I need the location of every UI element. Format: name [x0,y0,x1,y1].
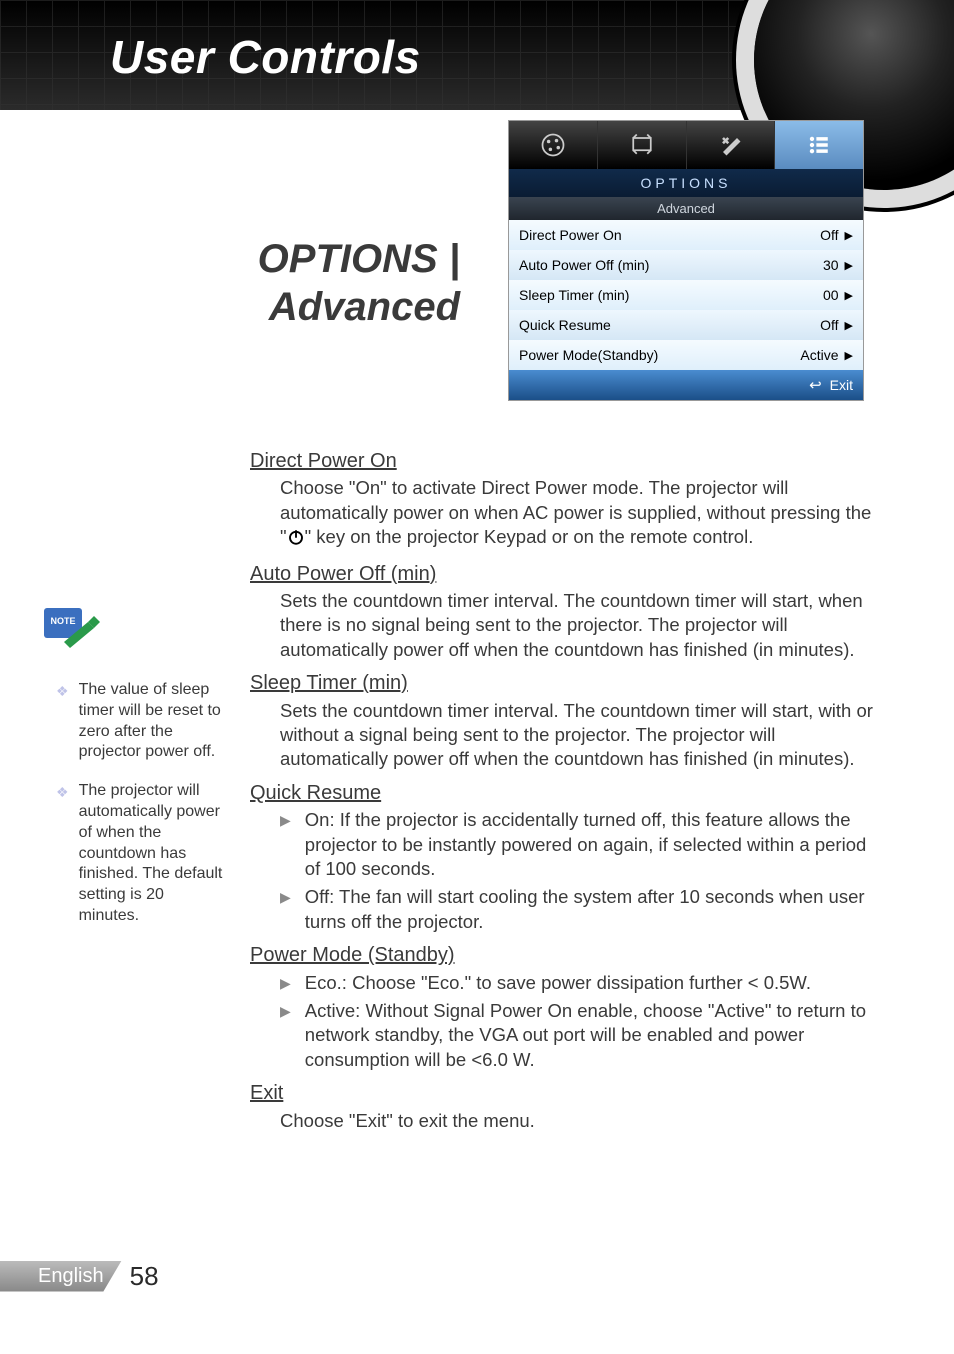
tools-icon [715,131,745,159]
bullet-item: ▶ Eco.: Choose "Eco." to save power dissi… [280,971,880,995]
osd-row-label: Power Mode(Standby) [519,347,658,363]
note-badge: NOTE [44,608,100,652]
osd-row-power-mode[interactable]: Power Mode(Standby) Active ▶ [509,340,863,370]
osd-tab-display[interactable] [598,121,687,169]
diamond-bullet-icon: ❖ [56,781,69,927]
footer-page-number: 58 [130,1261,159,1292]
diamond-bullet-icon: ❖ [56,680,69,763]
note-item: ❖ The value of sleep timer will be reset… [56,680,228,763]
section-title-line1: OPTIONS | [120,235,460,283]
para-text-b: " key on the projector Keypad or on the … [305,526,754,547]
osd-row-value: Active [800,347,838,363]
page: User Controls OPTIONS | Advanced OPTIONS… [0,0,954,1354]
osd-rows: Direct Power On Off ▶ Auto Power Off (min… [509,220,863,370]
chevron-right-icon: ▶ [845,259,853,272]
chevron-right-icon: ▶ [845,319,853,332]
header-bar: User Controls [0,0,954,110]
triangle-bullet-icon: ▶ [280,808,291,881]
triangle-bullet-icon: ▶ [280,999,291,1072]
osd-row-label: Auto Power Off (min) [519,257,649,273]
heading-auto-power-off: Auto Power Off (min) [250,561,880,587]
chevron-right-icon: ▶ [845,229,853,242]
osd-tab-image[interactable] [509,121,598,169]
note-text: The projector will automatically power o… [79,781,228,927]
section-title-line2: Advanced [120,283,460,331]
osd-tabs [509,121,863,169]
sidebar-notes: ❖ The value of sleep timer will be reset… [56,680,228,945]
heading-exit: Exit [250,1080,880,1106]
svg-text:NOTE: NOTE [50,616,75,626]
bullet-text: Eco.: Choose "Eco." to save power dissip… [305,971,811,995]
para-direct-power-on: Choose "On" to activate Direct Power mod… [280,476,880,552]
bullet-item: ▶ Off: The fan will start cooling the sys… [280,885,880,934]
palette-icon [538,131,568,159]
osd-row-value: Off [820,317,838,333]
osd-tab-options[interactable] [775,121,863,169]
power-icon [287,528,305,552]
osd-subtitle: Advanced [509,197,863,220]
osd-exit-row[interactable]: ↩ Exit [509,370,863,400]
bullet-text: Active: Without Signal Power On enable, … [305,999,880,1072]
heading-sleep-timer: Sleep Timer (min) [250,670,880,696]
bullets-power-mode: ▶ Eco.: Choose "Eco." to save power dissi… [280,971,880,1073]
osd-title: OPTIONS [509,169,863,197]
list-icon [804,131,834,159]
footer: English 58 [0,1258,159,1294]
triangle-bullet-icon: ▶ [280,885,291,934]
bullet-item: ▶Active: Without Signal Power On enable,… [280,999,880,1072]
note-item: ❖ The projector will automatically power… [56,781,228,927]
heading-direct-power-on: Direct Power On [250,448,880,474]
note-text: The value of sleep timer will be reset t… [79,680,228,763]
osd-row-quick-resume[interactable]: Quick Resume Off ▶ [509,310,863,340]
heading-quick-resume: Quick Resume [250,780,880,806]
bullets-quick-resume: ▶On: If the projector is accidentally tu… [280,808,880,934]
bullet-text: On: If the projector is accidentally tur… [305,808,880,881]
back-arrow-icon: ↩ [809,376,822,394]
osd-row-label: Direct Power On [519,227,622,243]
triangle-bullet-icon: ▶ [280,971,291,995]
osd-row-value: Off [820,227,838,243]
header-title: User Controls [110,30,421,84]
heading-power-mode: Power Mode (Standby) [250,942,880,968]
section-title: OPTIONS | Advanced [120,235,460,331]
osd-exit-label: Exit [830,377,853,393]
para-sleep-timer: Sets the countdown timer interval. The c… [280,699,880,772]
chevron-right-icon: ▶ [845,289,853,302]
osd-tab-setup[interactable] [687,121,776,169]
para-exit: Choose "Exit" to exit the menu. [280,1109,880,1133]
osd-row-value: 00 [823,287,839,303]
osd-row-auto-power-off[interactable]: Auto Power Off (min) 30 ▶ [509,250,863,280]
screen-icon [627,131,657,159]
content-body: Direct Power On Choose "On" to activate … [250,440,880,1139]
osd-row-label: Sleep Timer (min) [519,287,629,303]
osd-menu: OPTIONS Advanced Direct Power On Off ▶ Au… [508,120,864,401]
osd-row-sleep-timer[interactable]: Sleep Timer (min) 00 ▶ [509,280,863,310]
chevron-right-icon: ▶ [845,349,853,362]
osd-row-direct-power-on[interactable]: Direct Power On Off ▶ [509,220,863,250]
osd-row-value: 30 [823,257,839,273]
bullet-item: ▶On: If the projector is accidentally tu… [280,808,880,881]
footer-language: English [0,1261,122,1292]
bullet-text: Off: The fan will start cooling the syst… [305,885,880,934]
note-icon: NOTE [44,608,100,652]
osd-row-label: Quick Resume [519,317,611,333]
para-auto-power-off: Sets the countdown timer interval. The c… [280,589,880,662]
